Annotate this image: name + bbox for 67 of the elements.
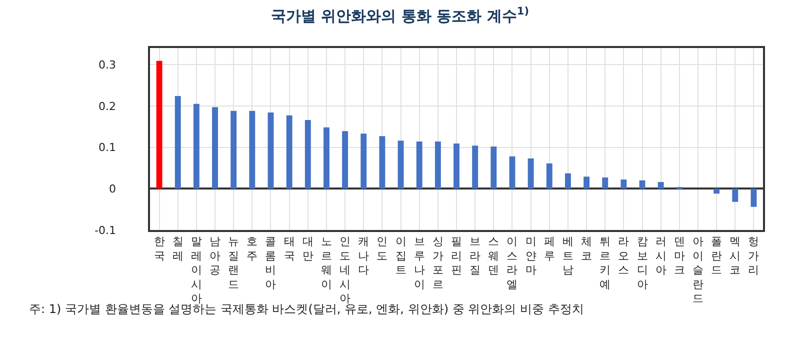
bar <box>268 112 274 189</box>
bar <box>584 176 590 189</box>
bar <box>360 134 367 189</box>
bar <box>398 140 404 189</box>
x-tick-label: 대만 <box>302 234 314 262</box>
x-tick-label: 호주 <box>246 234 258 262</box>
x-tick-label: 베트남 <box>562 234 574 277</box>
bar <box>416 141 422 189</box>
x-tick-label: 남아공 <box>210 234 221 277</box>
bar <box>732 188 738 202</box>
x-tick-label: 브라질 <box>470 234 481 277</box>
x-tick-label: 라오스 <box>618 234 630 277</box>
x-tick-label: 태국 <box>284 234 295 262</box>
x-tick-label: 폴란드 <box>711 234 722 277</box>
x-tick-label: 캄보디아 <box>636 234 648 291</box>
bar <box>620 180 627 189</box>
y-tick-label: 0 <box>109 182 116 196</box>
bar <box>509 156 516 189</box>
x-tick-label: 이스라엘 <box>506 234 518 291</box>
bar <box>472 146 478 189</box>
y-tick-label: 0.2 <box>98 100 116 113</box>
bar <box>454 144 460 189</box>
bar <box>304 120 311 189</box>
x-tick-label: 노르웨이 <box>320 234 332 291</box>
bar <box>324 127 330 189</box>
x-tick-label: 콜롬비아 <box>265 234 276 291</box>
x-tick-label: 싱가포르 <box>432 234 444 291</box>
y-tick-label: -0.1 <box>94 224 116 237</box>
bar <box>174 96 181 189</box>
x-tick-label: 페루 <box>544 234 555 262</box>
x-tick-label: 체코 <box>581 234 592 262</box>
x-tick-label: 인도 <box>376 234 388 262</box>
bar <box>342 131 348 189</box>
x-tick-label: 칠레 <box>172 234 184 262</box>
bar <box>564 173 571 189</box>
x-tick-label: 러시아 <box>655 234 666 277</box>
bar <box>286 115 292 189</box>
y-tick-label: 0.1 <box>98 141 116 154</box>
x-tick-label: 이집트 <box>395 234 406 277</box>
bar <box>193 104 200 189</box>
bar <box>750 188 757 207</box>
bar <box>212 107 218 189</box>
x-tick-label: 스웨덴 <box>488 234 500 277</box>
y-tick-label: 0.3 <box>98 58 116 72</box>
bar <box>490 146 497 189</box>
chart-title: 국가별 위안화와의 통화 동조화 계수$^{1)}$ <box>271 6 529 25</box>
bar <box>546 163 552 189</box>
x-tick-label: 멕시코 <box>730 234 741 277</box>
bar <box>528 158 534 189</box>
x-tick-label: 미얀마 <box>525 234 536 277</box>
x-tick-label: 필리핀 <box>451 234 462 277</box>
bar <box>602 177 608 189</box>
x-tick-label: 튀르키예 <box>600 234 611 291</box>
bar <box>230 110 237 189</box>
bar <box>658 182 664 189</box>
x-tick-label: 뉴질랜드 <box>228 234 240 291</box>
x-tick-label: 덴마크 <box>674 234 685 277</box>
bar <box>156 60 162 189</box>
x-tick-label: 헝가리 <box>748 234 760 277</box>
x-tick-label: 캐나다 <box>358 234 370 277</box>
bar <box>249 110 256 189</box>
x-tick-label: 아이슬란드 <box>692 234 704 306</box>
bar <box>714 188 720 194</box>
bar <box>379 136 386 189</box>
x-tick-label: 한국 <box>154 234 165 262</box>
x-tick-label: 브루나이 <box>414 234 425 291</box>
bar <box>434 141 441 189</box>
